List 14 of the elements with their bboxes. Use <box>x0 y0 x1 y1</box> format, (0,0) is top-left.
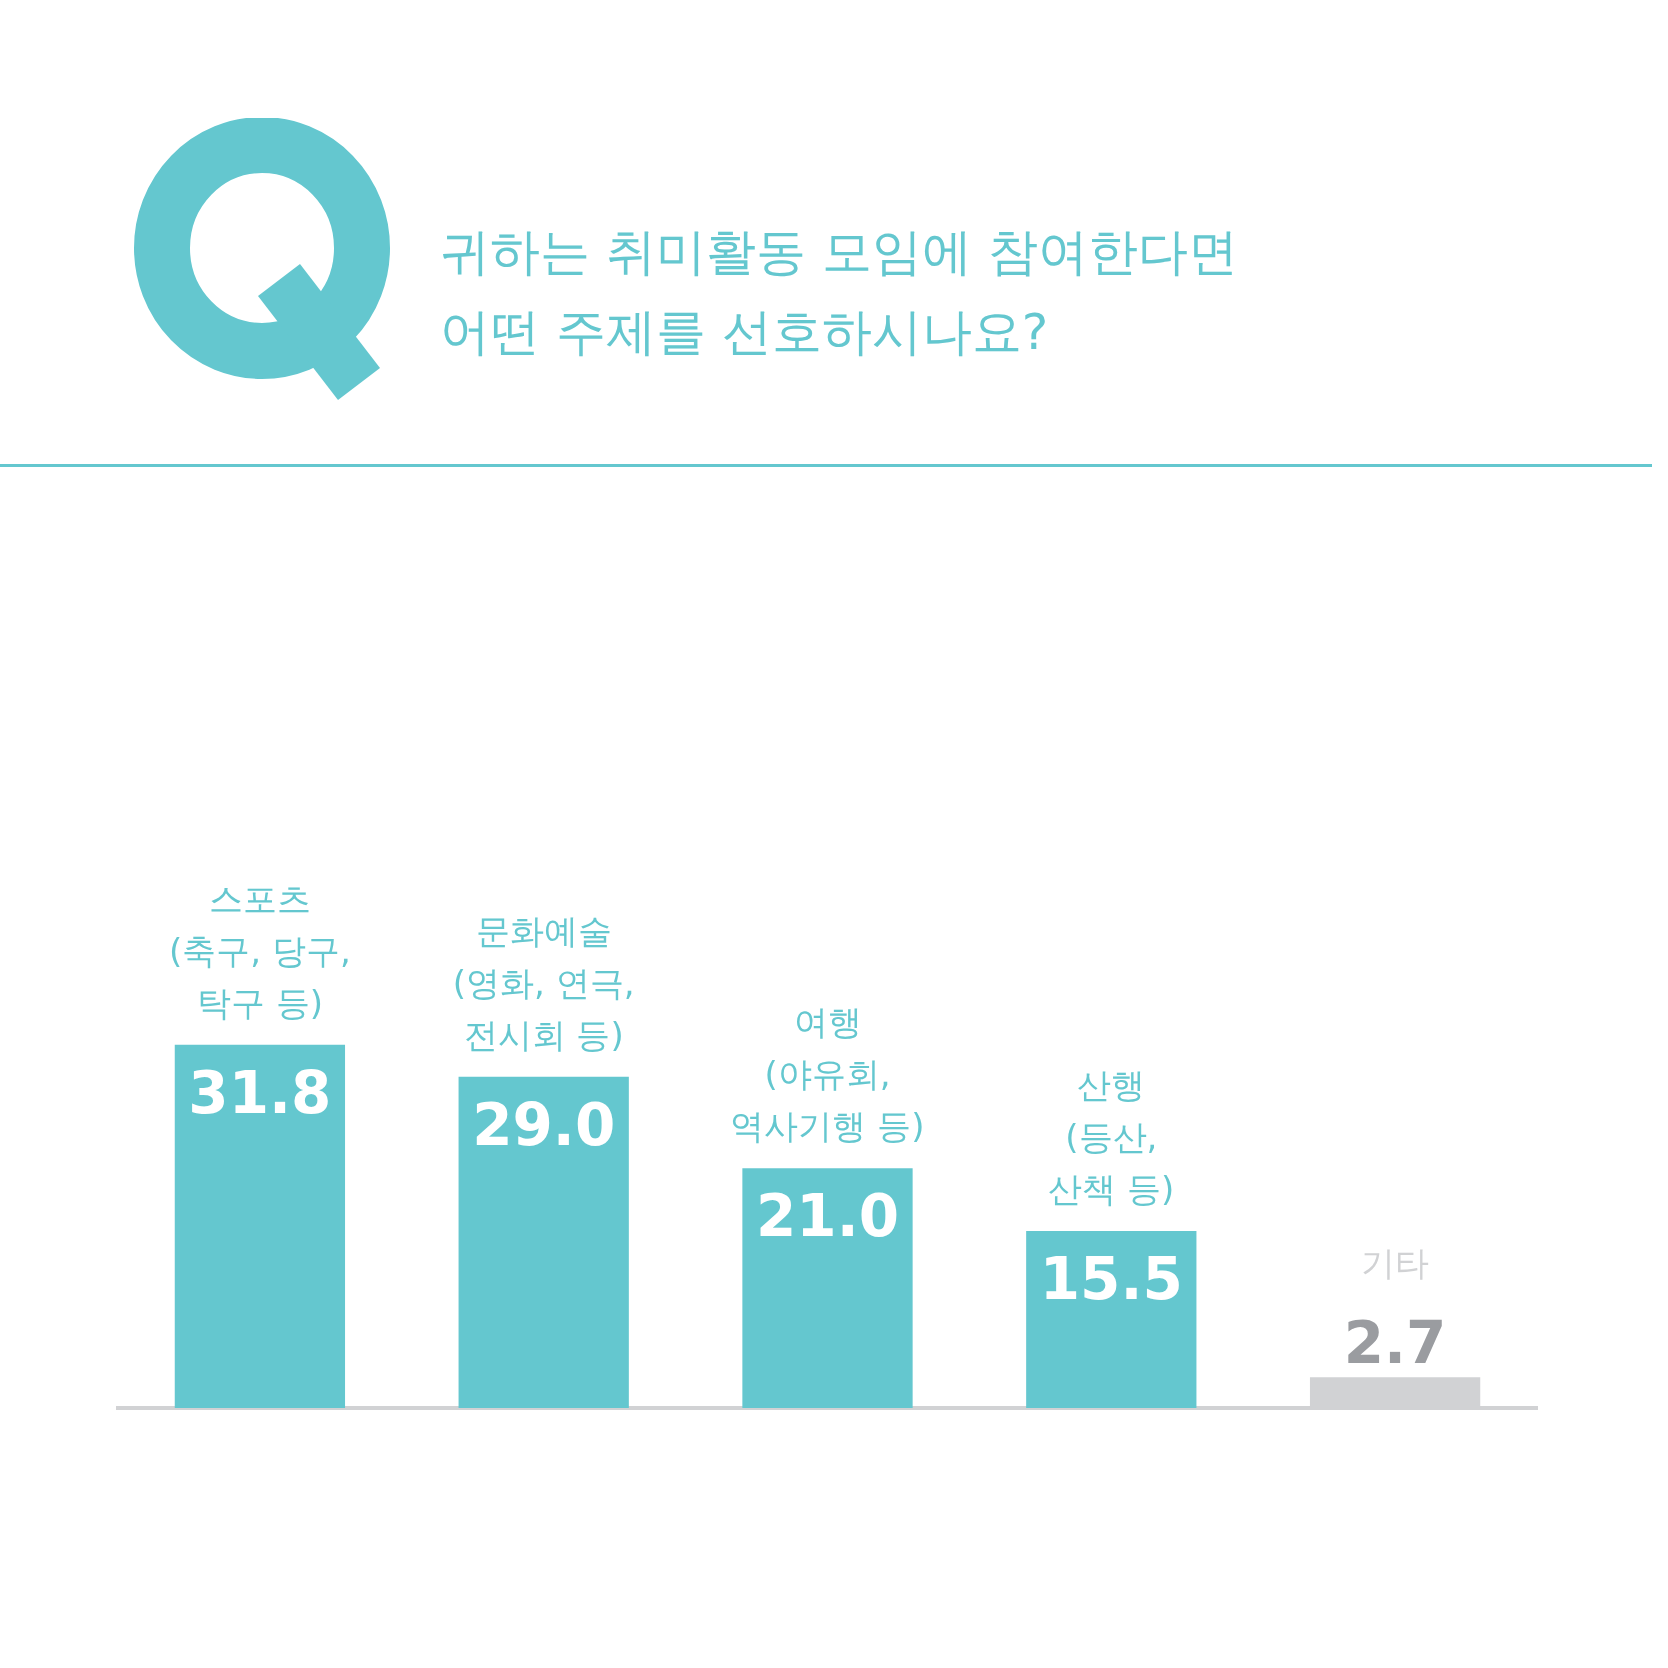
bar <box>174 1044 346 1408</box>
data-label: 15.5 <box>1039 1245 1183 1314</box>
x-tick-label: 문화예술 (영화, 연극, 전시회 등) <box>452 910 635 1055</box>
bar <box>458 1076 629 1408</box>
x-tick-label: 산행 (등산, 산책 등) <box>1048 1064 1175 1209</box>
data-label: 21.0 <box>755 1182 900 1251</box>
chart-title: 귀하는 취미활동 모임에 참여한다면 어떤 주제를 선호하시나요? <box>440 222 1238 363</box>
bar <box>742 1168 913 1408</box>
x-tick-label: 여행 (야유회, 역사기행 등) <box>730 1002 925 1147</box>
data-label: 31.8 <box>188 1058 332 1127</box>
x-tick-label: 스포츠 (축구, 당구, 탁구 등) <box>169 878 351 1023</box>
data-label: 2.7 <box>1343 1309 1447 1378</box>
data-label: 29.0 <box>472 1090 616 1159</box>
bar <box>1026 1230 1197 1408</box>
